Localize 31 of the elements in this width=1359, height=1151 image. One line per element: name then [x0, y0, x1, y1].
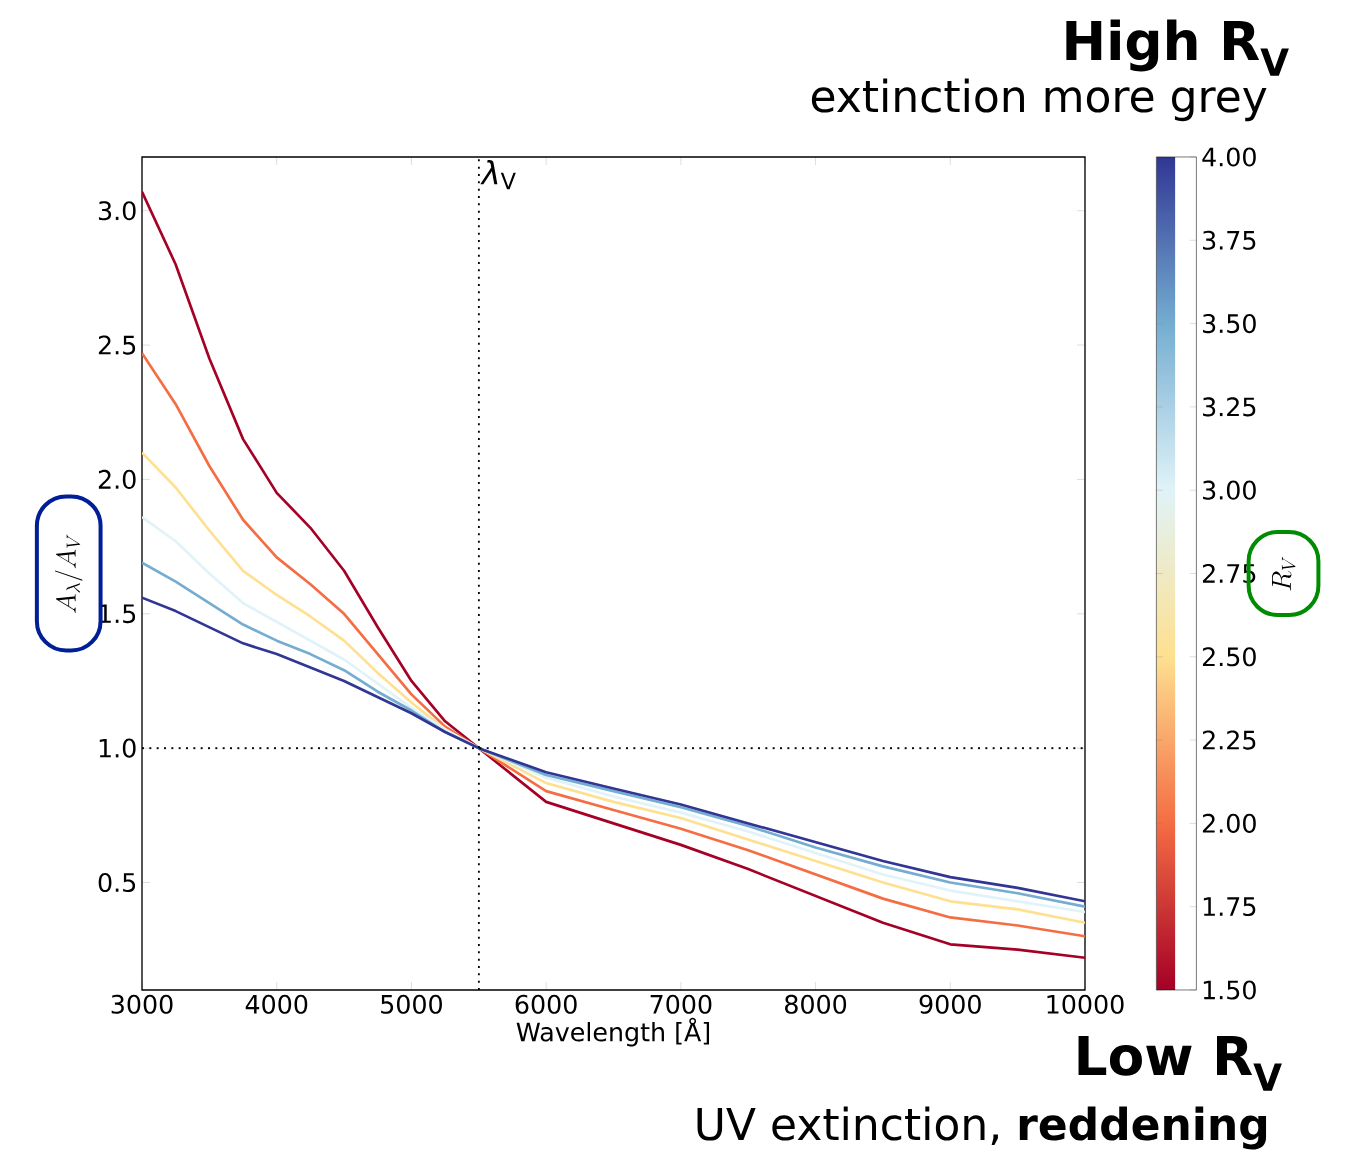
- x-tick-label: 4000: [245, 994, 308, 1014]
- color-bar-label: 1.50: [1203, 980, 1256, 1000]
- color-bar-label: 2.00: [1202, 813, 1256, 833]
- y-tick-label: 3.0: [98, 201, 136, 221]
- ref-line-label: λ$_{V}$: [480, 159, 516, 190]
- color-bar-label: 2.25: [1202, 730, 1256, 750]
- x-tick-label: 8000: [785, 994, 847, 1014]
- text: extinction more grey: [811, 78, 1267, 122]
- color-bar-label: 1.75: [1203, 897, 1256, 917]
- x-tick-label: 3000: [111, 994, 173, 1014]
- y-tick-label: 0.5: [98, 872, 136, 893]
- x-axis-title: Wavelength [Å]: [516, 1017, 710, 1047]
- color-bar-title: $R_{V}$: [1272, 556, 1296, 591]
- text: Low R$_{V}$: [1078, 1036, 1282, 1091]
- text: UV extinction, reddening: [697, 1106, 1267, 1150]
- x-tick-label: 9000: [919, 994, 981, 1014]
- y-tick-label: 1.0: [99, 738, 136, 758]
- x-tick-label: 10000: [1047, 994, 1124, 1014]
- text: High R$_{V}$: [1066, 19, 1289, 76]
- color-bar-label: 3.75: [1203, 230, 1256, 250]
- color-bar-label: 3.25: [1203, 397, 1256, 417]
- y-tick-label: 2.0: [98, 469, 136, 490]
- x-tick-label: 7000: [650, 994, 712, 1014]
- y-axis-title: $A_{\lambda}/A_{V}$: [54, 534, 83, 613]
- y-tick-label: 2.5: [98, 335, 136, 355]
- color-bar-label: 4.00: [1202, 147, 1256, 167]
- color-bar-label: 3.50: [1203, 314, 1256, 334]
- x-tick-label: 5000: [381, 994, 442, 1014]
- x-tick-label: 6000: [515, 994, 577, 1014]
- color-bar-label: 2.50: [1202, 647, 1256, 667]
- color-bar-label: 3.00: [1203, 480, 1256, 500]
